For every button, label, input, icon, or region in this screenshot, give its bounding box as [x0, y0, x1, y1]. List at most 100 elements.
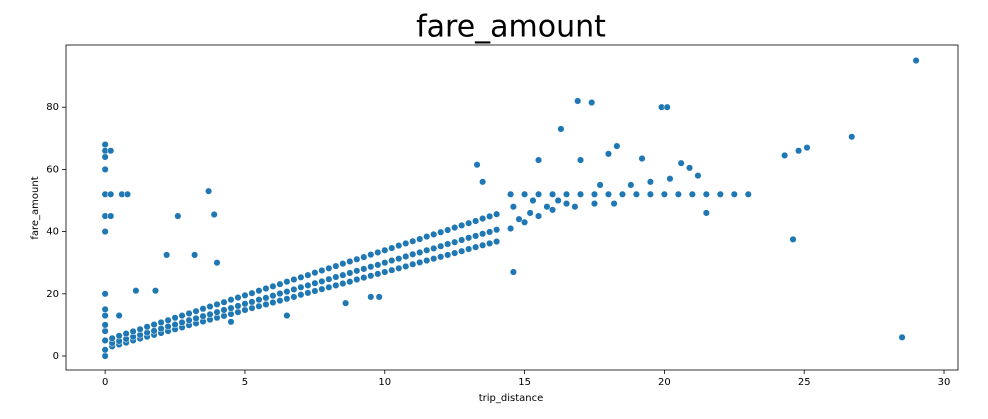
- point: [677, 159, 685, 167]
- point: [660, 190, 668, 198]
- point: [409, 250, 417, 258]
- point: [562, 190, 571, 198]
- point: [571, 203, 579, 211]
- point: [423, 233, 431, 241]
- point: [360, 253, 368, 261]
- point: [122, 330, 130, 338]
- point: [507, 190, 515, 198]
- point: [548, 206, 557, 214]
- point: [339, 271, 347, 279]
- point: [339, 260, 347, 268]
- point: [150, 321, 158, 329]
- point: [234, 308, 242, 316]
- point: [101, 140, 109, 149]
- point: [473, 161, 481, 169]
- plot-frame: [65, 44, 959, 371]
- point: [227, 296, 235, 304]
- point: [409, 260, 417, 268]
- point: [311, 269, 319, 277]
- point: [702, 190, 710, 198]
- point: [375, 293, 383, 301]
- point: [283, 288, 291, 296]
- point: [220, 298, 228, 306]
- point: [115, 312, 123, 320]
- x-tick-label: 30: [938, 377, 951, 388]
- point: [164, 316, 172, 324]
- point: [472, 232, 480, 240]
- point: [318, 285, 326, 293]
- point: [332, 273, 340, 281]
- point: [297, 273, 305, 281]
- point: [107, 147, 115, 155]
- point: [588, 98, 596, 107]
- point: [283, 278, 291, 286]
- point: [702, 209, 710, 217]
- point: [509, 268, 517, 276]
- point: [437, 253, 445, 261]
- point: [171, 314, 179, 322]
- y-tick-label: 0: [53, 351, 59, 362]
- point: [451, 224, 459, 232]
- point: [416, 248, 424, 256]
- point: [108, 334, 116, 342]
- x-axis-label: trip_distance: [479, 393, 544, 404]
- point: [143, 323, 151, 331]
- point: [290, 275, 298, 284]
- point: [248, 289, 256, 297]
- point: [716, 190, 724, 198]
- point: [548, 190, 557, 198]
- point: [304, 281, 312, 289]
- point: [205, 187, 213, 195]
- point: [613, 142, 621, 150]
- point: [638, 154, 646, 163]
- point: [171, 321, 179, 329]
- point: [262, 284, 270, 293]
- point: [374, 270, 382, 278]
- point: [610, 200, 618, 208]
- point: [395, 264, 403, 272]
- point: [325, 264, 333, 272]
- point: [339, 279, 347, 288]
- point: [416, 235, 424, 243]
- point: [101, 312, 109, 320]
- chart-title: fare_amount: [416, 10, 606, 45]
- point: [521, 218, 529, 226]
- point: [479, 178, 487, 186]
- point: [227, 304, 235, 312]
- point: [458, 236, 466, 244]
- point: [241, 306, 249, 314]
- point: [493, 226, 501, 234]
- point: [744, 190, 752, 198]
- point: [730, 190, 738, 198]
- point: [458, 247, 466, 255]
- point: [416, 258, 424, 266]
- point: [220, 306, 228, 314]
- point: [283, 312, 291, 320]
- point: [395, 255, 403, 263]
- plot-area: [101, 57, 920, 360]
- x-tick-label: 0: [102, 377, 108, 388]
- point: [521, 190, 529, 198]
- point: [472, 243, 480, 251]
- point: [590, 200, 599, 208]
- point: [437, 228, 445, 236]
- point: [206, 310, 214, 318]
- y-tick-label: 60: [46, 164, 59, 175]
- point: [262, 300, 270, 308]
- point: [318, 266, 326, 275]
- point: [163, 251, 171, 259]
- point: [493, 210, 501, 218]
- point: [465, 234, 473, 242]
- point: [101, 327, 109, 335]
- point: [507, 224, 515, 233]
- point: [304, 271, 312, 279]
- point: [562, 200, 571, 208]
- point: [557, 125, 565, 133]
- point: [157, 318, 165, 326]
- point: [543, 203, 551, 211]
- point: [283, 295, 291, 303]
- point: [493, 238, 501, 246]
- point: [430, 230, 438, 238]
- point: [213, 300, 221, 308]
- point: [276, 297, 284, 305]
